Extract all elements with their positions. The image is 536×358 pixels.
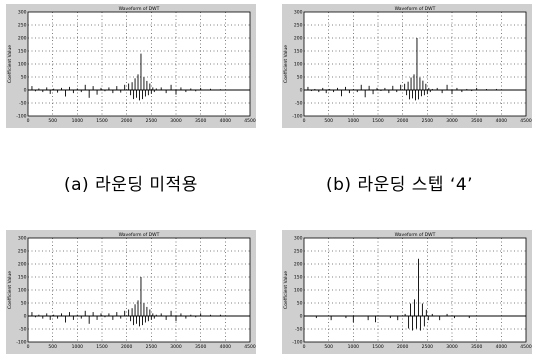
caption-a: (a) 라운딩 미적용	[64, 175, 198, 195]
y-tick-label: 250	[294, 249, 303, 255]
x-tick-label: 2000	[397, 344, 409, 350]
y-tick-label: 150	[294, 49, 303, 55]
chart-title: Waveform of DWT	[119, 6, 160, 12]
y-axis-label: Coefficient Value	[283, 45, 289, 83]
y-tick-label: 100	[18, 62, 27, 68]
y-tick-label: 200	[294, 262, 303, 268]
x-tick-label: 4000	[220, 118, 232, 124]
x-tick-label: 1000	[72, 344, 84, 350]
y-tick-label: 50	[21, 75, 27, 81]
y-tick-label: 250	[18, 249, 27, 255]
x-tick-label: 3000	[446, 118, 458, 124]
x-tick-label: 4000	[496, 118, 508, 124]
x-tick-label: 3000	[446, 344, 458, 350]
y-tick-label: 200	[294, 36, 303, 42]
x-tick-label: 4500	[244, 118, 256, 124]
x-tick-label: 2500	[146, 118, 158, 124]
chart-panel-c: Waveform of DWT Coefficient Value -100 -50 0…	[6, 230, 256, 354]
plot-area	[27, 237, 251, 343]
y-tick-label: -50	[295, 327, 302, 333]
x-tick-label: 4000	[220, 344, 232, 350]
x-tick-label: 3500	[471, 344, 483, 350]
y-tick-label: 0	[300, 314, 303, 320]
x-tick-label: 3000	[170, 344, 182, 350]
x-tick-label: 0	[27, 118, 30, 124]
y-tick-label: -50	[19, 101, 26, 107]
y-tick-label: 50	[21, 301, 27, 307]
x-tick-label: 3500	[195, 118, 207, 124]
y-tick-label: 150	[294, 275, 303, 281]
y-tick-label: 200	[18, 36, 27, 42]
x-tick-label: 500	[48, 118, 57, 124]
y-tick-label: -50	[295, 101, 302, 107]
y-tick-label: 0	[300, 88, 303, 94]
chart-panel-d: Waveform of DWT Coefficient Value -100 -50 0…	[282, 230, 532, 354]
chart-panel-a: Waveform of DWT Coefficient Value -100 -50 0…	[6, 4, 256, 128]
x-tick-label: 0	[303, 118, 306, 124]
x-tick-label: 500	[324, 118, 333, 124]
plot-area	[27, 11, 251, 117]
y-tick-label: 50	[297, 301, 303, 307]
y-axis-label: Coefficient Value	[7, 271, 13, 309]
y-tick-label: 300	[294, 10, 303, 16]
y-tick-label: 250	[18, 23, 27, 29]
y-tick-label: 150	[18, 275, 27, 281]
y-tick-label: 150	[18, 49, 27, 55]
y-tick-label: 300	[18, 10, 27, 16]
x-tick-label: 1500	[372, 118, 384, 124]
x-tick-label: 1500	[96, 344, 108, 350]
chart-svg-a: Waveform of DWT Coefficient Value -100 -50 0…	[6, 4, 256, 128]
x-tick-label: 500	[324, 344, 333, 350]
chart-svg-d: Waveform of DWT Coefficient Value -100 -50 0…	[282, 230, 532, 354]
x-tick-label: 3500	[195, 344, 207, 350]
x-tick-label: 4000	[496, 344, 508, 350]
x-tick-label: 3500	[471, 118, 483, 124]
plot-area	[303, 11, 527, 117]
plot-area	[303, 237, 527, 343]
chart-panel-b: Waveform of DWT Coefficient Value -100 -50 0…	[282, 4, 532, 128]
y-tick-label: 200	[18, 262, 27, 268]
chart-title: Waveform of DWT	[119, 232, 160, 238]
y-tick-label: -100	[292, 340, 302, 346]
x-tick-label: 2000	[121, 344, 133, 350]
y-tick-label: 100	[294, 62, 303, 68]
x-tick-label: 4500	[520, 118, 532, 124]
y-tick-label: -50	[19, 327, 26, 333]
x-tick-label: 2500	[422, 344, 434, 350]
y-tick-label: 0	[24, 314, 27, 320]
x-tick-label: 4500	[520, 344, 532, 350]
x-tick-label: 2000	[397, 118, 409, 124]
x-tick-label: 500	[48, 344, 57, 350]
x-tick-label: 2500	[146, 344, 158, 350]
x-tick-label: 0	[303, 344, 306, 350]
y-tick-label: 300	[294, 236, 303, 242]
chart-svg-c: Waveform of DWT Coefficient Value -100 -50 0…	[6, 230, 256, 354]
x-tick-label: 1000	[348, 118, 360, 124]
y-tick-label: -100	[292, 114, 302, 120]
chart-title: Waveform of DWT	[395, 6, 436, 12]
x-tick-label: 2500	[422, 118, 434, 124]
y-axis-label: Coefficient Value	[283, 271, 289, 309]
y-tick-label: -100	[16, 340, 26, 346]
caption-b: (b) 라운딩 스텝 ‘4’	[326, 175, 474, 195]
chart-svg-b: Waveform of DWT Coefficient Value -100 -50 0…	[282, 4, 532, 128]
x-tick-label: 1000	[348, 344, 360, 350]
x-tick-label: 1000	[72, 118, 84, 124]
x-tick-label: 3000	[170, 118, 182, 124]
y-tick-label: 0	[24, 88, 27, 94]
chart-title: Waveform of DWT	[395, 232, 436, 238]
y-tick-label: 250	[294, 23, 303, 29]
y-tick-label: 50	[297, 75, 303, 81]
y-tick-label: 300	[18, 236, 27, 242]
y-tick-label: 100	[294, 288, 303, 294]
y-tick-label: 100	[18, 288, 27, 294]
x-tick-label: 4500	[244, 344, 256, 350]
y-tick-label: -100	[16, 114, 26, 120]
x-tick-label: 0	[27, 344, 30, 350]
x-tick-label: 1500	[96, 118, 108, 124]
y-axis-label: Coefficient Value	[7, 45, 13, 83]
x-tick-label: 1500	[372, 344, 384, 350]
x-tick-label: 2000	[121, 118, 133, 124]
